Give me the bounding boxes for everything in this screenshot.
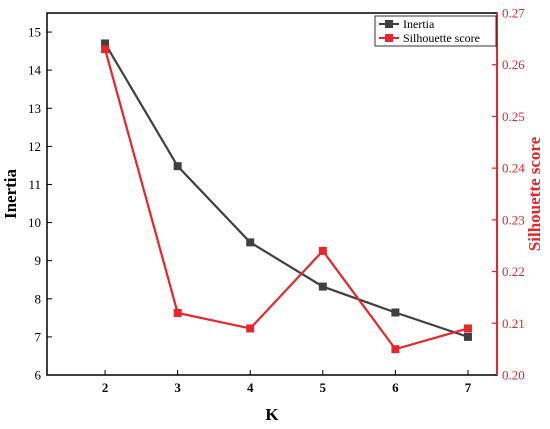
right-tick-label: 0.20 bbox=[502, 368, 525, 383]
data-point-silhouette-score bbox=[173, 308, 182, 317]
right-tick-label: 0.21 bbox=[502, 316, 525, 331]
x-tick-label: 5 bbox=[320, 380, 327, 395]
left-tick-label: 10 bbox=[28, 215, 41, 230]
data-point-silhouette-score bbox=[463, 324, 472, 333]
legend-box bbox=[374, 15, 497, 47]
x-tick-label: 4 bbox=[247, 380, 254, 395]
left-tick-label: 13 bbox=[28, 101, 41, 116]
right-tick-label: 0.24 bbox=[502, 161, 525, 176]
plot-frame bbox=[46, 12, 498, 376]
left-axis-title: Inertia bbox=[1, 168, 20, 219]
left-tick-label: 8 bbox=[35, 291, 42, 306]
x-tick-label: 3 bbox=[174, 380, 181, 395]
series-line-inertia bbox=[104, 42, 469, 338]
right-tick-label: 0.26 bbox=[502, 57, 525, 72]
data-point-inertia bbox=[318, 282, 327, 291]
legend-marker-silhouette-score bbox=[385, 34, 393, 42]
data-point-inertia bbox=[391, 308, 400, 317]
right-axis-title: Silhouette score bbox=[525, 136, 544, 251]
data-point-silhouette-score bbox=[318, 246, 327, 255]
left-axis-ticks: 6 7 8 9 10 11 12 13 14 15 bbox=[28, 25, 52, 383]
series-line-silhouette-score bbox=[104, 48, 469, 351]
x-axis-ticks: 2 3 4 5 6 7 bbox=[102, 370, 472, 395]
data-point-inertia bbox=[463, 332, 472, 341]
x-tick-label: 2 bbox=[102, 380, 109, 395]
data-point-inertia bbox=[173, 162, 182, 171]
data-point-silhouette-score bbox=[101, 45, 110, 54]
right-tick-label: 0.27 bbox=[502, 6, 525, 21]
legend-label-silhouette-score: Silhouette score bbox=[403, 31, 480, 45]
x-axis-title: K bbox=[265, 405, 279, 424]
left-tick-label: 15 bbox=[28, 25, 41, 40]
left-tick-label: 9 bbox=[35, 253, 42, 268]
legend-marker-inertia bbox=[385, 20, 393, 28]
data-point-silhouette-score bbox=[391, 345, 400, 354]
data-point-inertia bbox=[101, 39, 110, 48]
left-tick-label: 12 bbox=[28, 139, 41, 154]
x-tick-label: 6 bbox=[392, 380, 399, 395]
left-tick-label: 14 bbox=[28, 63, 42, 78]
legend-entry-silhouette-score: Silhouette score bbox=[379, 31, 480, 45]
right-tick-label: 0.23 bbox=[502, 212, 525, 227]
left-tick-label: 7 bbox=[35, 329, 42, 344]
left-tick-label: 11 bbox=[28, 177, 41, 192]
series-layer bbox=[101, 39, 472, 354]
legend-label-inertia: Inertia bbox=[403, 17, 435, 31]
right-tick-label: 0.25 bbox=[502, 109, 525, 124]
x-tick-label: 7 bbox=[465, 380, 472, 395]
data-point-inertia bbox=[246, 238, 255, 247]
left-tick-label: 6 bbox=[35, 368, 42, 383]
legend-entry-inertia: Inertia bbox=[379, 17, 435, 31]
right-axis-ticks: 0.20 0.21 0.22 0.23 0.24 0.25 0.26 0.27 bbox=[492, 6, 525, 383]
right-tick-label: 0.22 bbox=[502, 264, 525, 279]
data-point-silhouette-score bbox=[246, 324, 255, 333]
legend: Inertia Silhouette score bbox=[374, 15, 497, 47]
